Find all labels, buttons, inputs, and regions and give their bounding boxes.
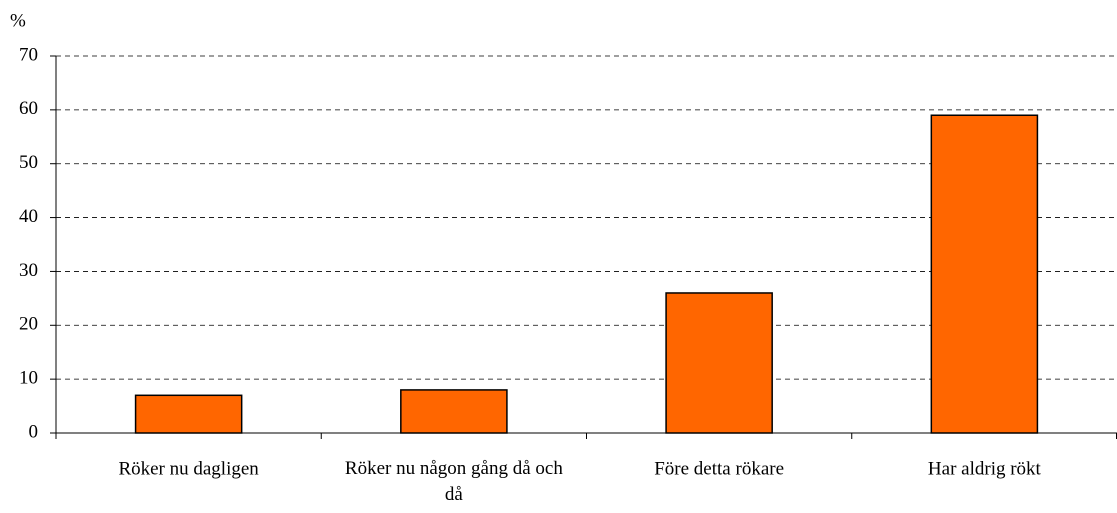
x-tick-label: Har aldrig rökt bbox=[928, 458, 1042, 479]
y-tick-label: 30 bbox=[19, 260, 38, 281]
x-tick-label: Före detta rökare bbox=[654, 458, 784, 479]
y-tick-label: 50 bbox=[19, 152, 38, 173]
bar bbox=[134, 394, 243, 434]
y-axis-label: % bbox=[10, 10, 26, 31]
y-tick-label: 20 bbox=[19, 314, 38, 335]
y-tick-label: 60 bbox=[19, 98, 38, 119]
y-tick-label: 10 bbox=[19, 368, 38, 389]
bar bbox=[665, 292, 773, 434]
x-tick-label: Röker nu dagligen bbox=[118, 458, 259, 479]
x-tick-label: Röker nu någon gång då och då bbox=[345, 458, 563, 505]
y-tick-label: 40 bbox=[19, 206, 38, 227]
bar bbox=[930, 114, 1039, 434]
bar bbox=[400, 389, 508, 434]
y-tick-label: 70 bbox=[19, 44, 38, 65]
y-tick-label: 0 bbox=[29, 421, 39, 442]
